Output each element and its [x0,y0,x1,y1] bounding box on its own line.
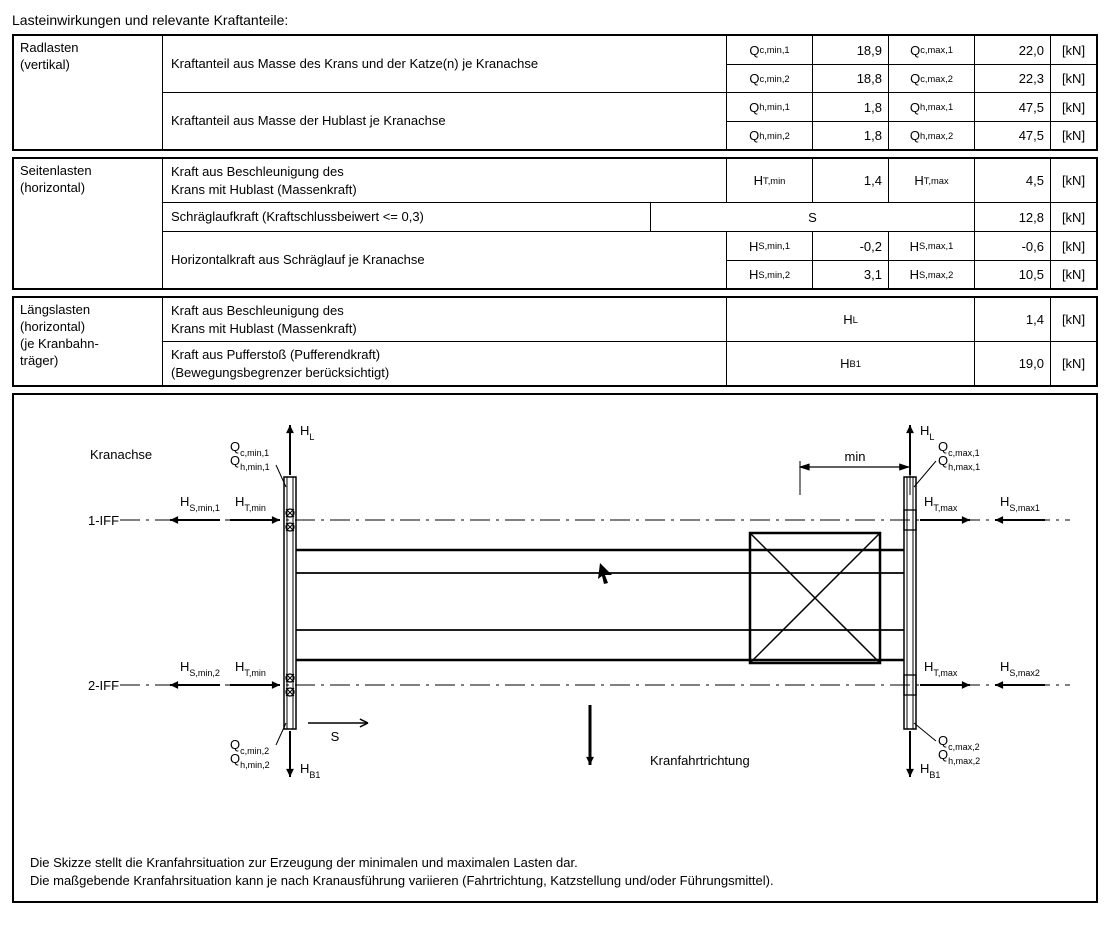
svg-text:HT,min: HT,min [235,494,266,513]
svg-text:2-IFF: 2-IFF [88,678,119,693]
svg-text:HL: HL [300,423,314,442]
svg-text:HS,max1: HS,max1 [1000,494,1040,513]
description: Kraft aus Pufferstoß (Pufferendkraft)(Be… [162,342,726,385]
value: 10,5 [974,261,1050,288]
unit: [kN] [1050,203,1096,231]
value: 19,0 [974,342,1050,385]
description: Horizontalkraft aus Schräglauf je Kranac… [162,232,726,288]
symbol: HT,min [726,159,812,202]
symbol: Qh,max,1 [888,93,974,121]
value: 1,4 [812,159,888,202]
svg-text:HT,max: HT,max [924,494,958,513]
unit: [kN] [1050,261,1096,288]
svg-text:Kranfahrtrichtung: Kranfahrtrichtung [650,753,750,768]
svg-text:HB1: HB1 [920,761,940,780]
svg-text:HS,min,2: HS,min,2 [180,659,220,678]
load-tables: Radlasten(vertikal)Kraftanteil aus Masse… [12,34,1098,387]
value: 22,0 [974,36,1050,64]
unit: [kN] [1050,342,1096,385]
svg-text:HS,max2: HS,max2 [1000,659,1040,678]
value: 3,1 [812,261,888,288]
value: 12,8 [974,203,1050,231]
symbol: Qh,min,1 [726,93,812,121]
value: 1,8 [812,122,888,149]
unit: [kN] [1050,122,1096,149]
diagram-caption-1: Die Skizze stellt die Kranfahrsituation … [30,854,1080,872]
section-heading: Lasteinwirkungen und relevante Kraftante… [12,12,1098,28]
value: 47,5 [974,93,1050,121]
value: -0,2 [812,232,888,260]
category-label: Längslasten(horizontal)(je Kranbahn-träg… [14,298,162,385]
diagram-caption-2: Die maßgebende Kranfahrsituation kann je… [30,872,1080,890]
symbol: HS,max,1 [888,232,974,260]
unit: [kN] [1050,65,1096,92]
svg-text:HT,min: HT,min [235,659,266,678]
value: -0,6 [974,232,1050,260]
symbol: HT,max [888,159,974,202]
description: Kraftanteil aus Masse der Hublast je Kra… [162,93,726,149]
svg-text:Kranachse: Kranachse [90,447,152,462]
description: Kraft aus Beschleunigung desKrans mit Hu… [162,298,726,341]
symbol: HS,min,1 [726,232,812,260]
symbol: HL [726,298,974,341]
svg-text:S: S [331,729,340,744]
svg-text:HT,max: HT,max [924,659,958,678]
symbol: Qc,min,1 [726,36,812,64]
unit: [kN] [1050,93,1096,121]
category-label: Radlasten(vertikal) [14,36,162,149]
description: Schräglaufkraft (Kraftschlussbeiwert <= … [162,203,650,231]
symbol: Qh,max,2 [888,122,974,149]
symbol: HS,max,2 [888,261,974,288]
value: 22,3 [974,65,1050,92]
value: 4,5 [974,159,1050,202]
symbol: S [650,203,974,231]
unit: [kN] [1050,159,1096,202]
symbol: Qc,max,2 [888,65,974,92]
unit: [kN] [1050,36,1096,64]
value: 47,5 [974,122,1050,149]
category-label: Seitenlasten(horizontal) [14,159,162,288]
diagram-container: min HL HL HB1 HB1 S Kranfahrtrichtung HS,min,1 H… [12,393,1098,903]
symbol: Qh,min,2 [726,122,812,149]
description: Kraft aus Beschleunigung desKrans mit Hu… [162,159,726,202]
svg-text:HL: HL [920,423,934,442]
svg-text:HB1: HB1 [300,761,320,780]
symbol: Qc,max,1 [888,36,974,64]
value: 18,9 [812,36,888,64]
description: Kraftanteil aus Masse des Krans und der … [162,36,726,92]
svg-text:HS,min,1: HS,min,1 [180,494,220,513]
symbol: Qc,min,2 [726,65,812,92]
symbol: HB1 [726,342,974,385]
crane-schematic: min HL HL HB1 HB1 S Kranfahrtrichtung HS,min,1 H… [30,405,1090,835]
svg-text:min: min [845,449,866,464]
unit: [kN] [1050,298,1096,341]
unit: [kN] [1050,232,1096,260]
value: 18,8 [812,65,888,92]
value: 1,8 [812,93,888,121]
symbol: HS,min,2 [726,261,812,288]
value: 1,4 [974,298,1050,341]
svg-text:1-IFF: 1-IFF [88,513,119,528]
